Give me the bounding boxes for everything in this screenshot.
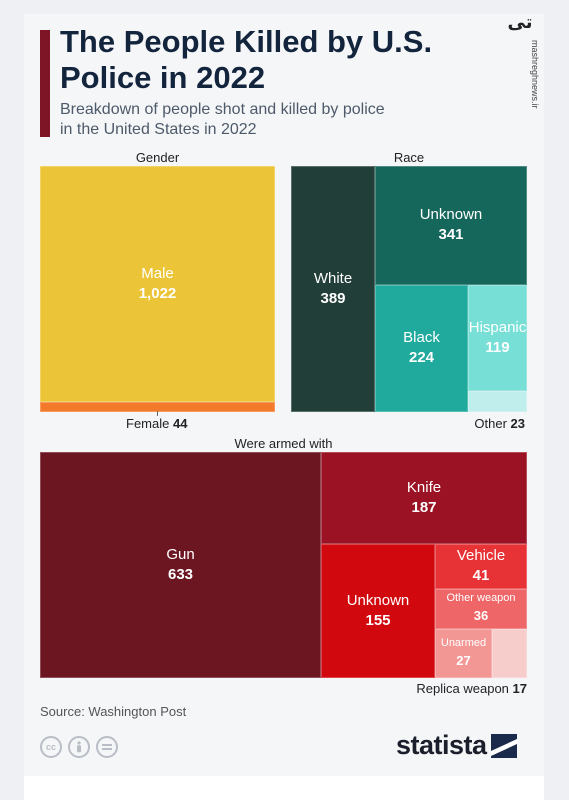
watermark-logo: تی bbox=[507, 12, 533, 32]
race-chart-title: Race bbox=[393, 150, 425, 165]
tile-value: 36 bbox=[473, 608, 489, 623]
outside-label-value: 17 bbox=[512, 681, 527, 696]
tile-unknown: Unknown 341 bbox=[375, 166, 527, 285]
tile-label: Knife bbox=[406, 478, 442, 496]
brand-name: statista bbox=[396, 730, 487, 760]
tile-label: Unknown bbox=[346, 591, 410, 609]
outside-label-female: Female 44 bbox=[126, 416, 187, 431]
source-note: Source: Washington Post bbox=[40, 704, 187, 719]
tile-other-weapon: Other weapon 36 bbox=[435, 589, 527, 629]
no-derivatives-icon[interactable] bbox=[96, 736, 118, 758]
watermark-url: mashreghnews.ir bbox=[530, 40, 540, 109]
cc-icon[interactable]: cc bbox=[40, 736, 62, 758]
armed-chart-title: Were armed with bbox=[234, 436, 333, 451]
tile-value: 633 bbox=[167, 565, 194, 583]
outside-label-value: 44 bbox=[172, 416, 188, 431]
tile-unarmed: Unarmed 27 bbox=[435, 629, 492, 678]
leader-tick bbox=[157, 411, 158, 416]
outside-label-other: Other 23 bbox=[474, 416, 525, 431]
page-subtitle: Breakdown of people shot and killed by p… bbox=[60, 101, 385, 138]
tile-value: 119 bbox=[485, 338, 510, 356]
outside-label-replica-weapon: Replica weapon 17 bbox=[416, 681, 527, 696]
tile-label: Gun bbox=[166, 545, 195, 563]
attribution-icon[interactable] bbox=[68, 736, 90, 758]
tile-value: 224 bbox=[408, 349, 435, 366]
page-title: The People Killed by U.S. Police in 2022 bbox=[60, 24, 433, 95]
tile-label: Hispanic bbox=[468, 318, 527, 336]
tile-value: 41 bbox=[472, 567, 490, 584]
tile-black: Black 224 bbox=[375, 285, 468, 412]
tile-hispanic: Hispanic 119 bbox=[468, 285, 527, 391]
tile-label: Unknown bbox=[419, 206, 483, 223]
outside-label-text: Replica weapon bbox=[416, 681, 513, 696]
tile-value: 341 bbox=[438, 226, 464, 243]
tile-knife: Knife 187 bbox=[321, 452, 527, 544]
tile-vehicle: Vehicle 41 bbox=[435, 544, 527, 589]
tile-unknown: Unknown 155 bbox=[321, 544, 435, 678]
statista-logo[interactable]: statista bbox=[396, 730, 517, 761]
title-accent-bar bbox=[40, 30, 50, 137]
tile-label: Black bbox=[403, 329, 440, 346]
tile-label: Other weapon bbox=[446, 592, 516, 604]
outside-label-text: Other bbox=[474, 416, 511, 431]
statista-logo-icon bbox=[490, 733, 517, 758]
tile-label: Unarmed bbox=[440, 636, 487, 649]
bottom-strip bbox=[24, 776, 544, 800]
tile-replica-weapon bbox=[492, 629, 527, 678]
tile-value: 155 bbox=[365, 611, 391, 629]
tile-label: White bbox=[313, 269, 353, 287]
tile-other bbox=[468, 391, 527, 412]
tile-value: 187 bbox=[411, 498, 437, 516]
tile-male: Male 1,022 bbox=[40, 166, 275, 402]
tile-label: Vehicle bbox=[456, 547, 506, 564]
outside-label-text: Female bbox=[126, 416, 173, 431]
tile-label: Male bbox=[141, 264, 174, 282]
tile-value: 389 bbox=[320, 289, 346, 307]
tile-white: White 389 bbox=[291, 166, 375, 412]
tile-value: 1,022 bbox=[138, 284, 177, 302]
tile-gun: Gun 633 bbox=[40, 452, 321, 678]
gender-chart-title: Gender bbox=[135, 150, 180, 165]
license-icons: cc bbox=[40, 736, 118, 758]
tile-value: 27 bbox=[456, 652, 471, 668]
outside-label-value: 23 bbox=[510, 416, 525, 431]
